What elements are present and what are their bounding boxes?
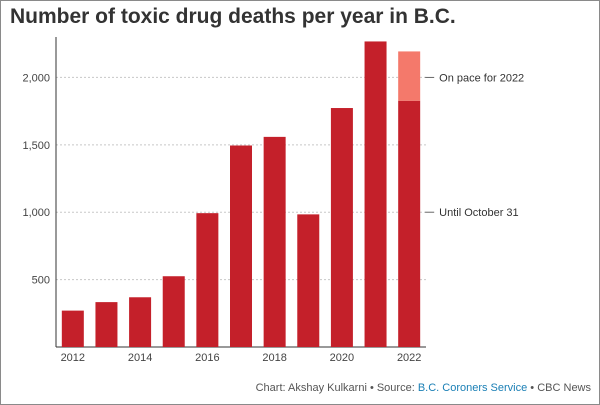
bar-2019 xyxy=(297,214,320,347)
y-tick-label: 1,500 xyxy=(22,140,50,152)
bar-2012 xyxy=(61,310,84,347)
x-tick-label: 2012 xyxy=(61,352,85,364)
chart-credit: Chart: Akshay Kulkarni • Source: B.C. Co… xyxy=(256,382,591,394)
y-tick-label: 2,000 xyxy=(22,72,50,84)
y-tick-label: 500 xyxy=(32,275,50,287)
bar-2017 xyxy=(230,145,252,347)
bar-2021 xyxy=(364,41,387,348)
bar-2015 xyxy=(162,276,185,347)
x-tick-label: 2022 xyxy=(397,352,421,364)
bar-projected-2022 xyxy=(398,51,421,101)
source-link[interactable]: B.C. Coroners Service xyxy=(417,382,528,394)
x-tick-label: 2014 xyxy=(128,352,152,364)
bar-2013 xyxy=(95,302,118,347)
chart-title: Number of toxic drug deaths per year in … xyxy=(10,5,456,28)
bar-chart: 500 1,000 1,500 2,000 2012 2014 2016 2018 2020 20… xyxy=(22,37,524,364)
x-tick-label: 2020 xyxy=(330,352,354,364)
credit-suffix: • CBC News xyxy=(527,382,591,394)
x-tick-label: 2016 xyxy=(195,352,219,364)
x-tick-label: 2018 xyxy=(262,352,286,364)
bar-2018 xyxy=(263,136,286,347)
bar-2014 xyxy=(129,297,152,347)
y-tick-label: 1,000 xyxy=(22,207,50,219)
annotation-label: Until October 31 xyxy=(439,207,518,219)
bar-2022 xyxy=(398,100,421,348)
bar-2020 xyxy=(330,108,353,348)
annotation-label: On pace for 2022 xyxy=(439,72,524,84)
credit-prefix: Chart: Akshay Kulkarni • Source: xyxy=(255,382,418,394)
bar-2016 xyxy=(196,213,219,347)
